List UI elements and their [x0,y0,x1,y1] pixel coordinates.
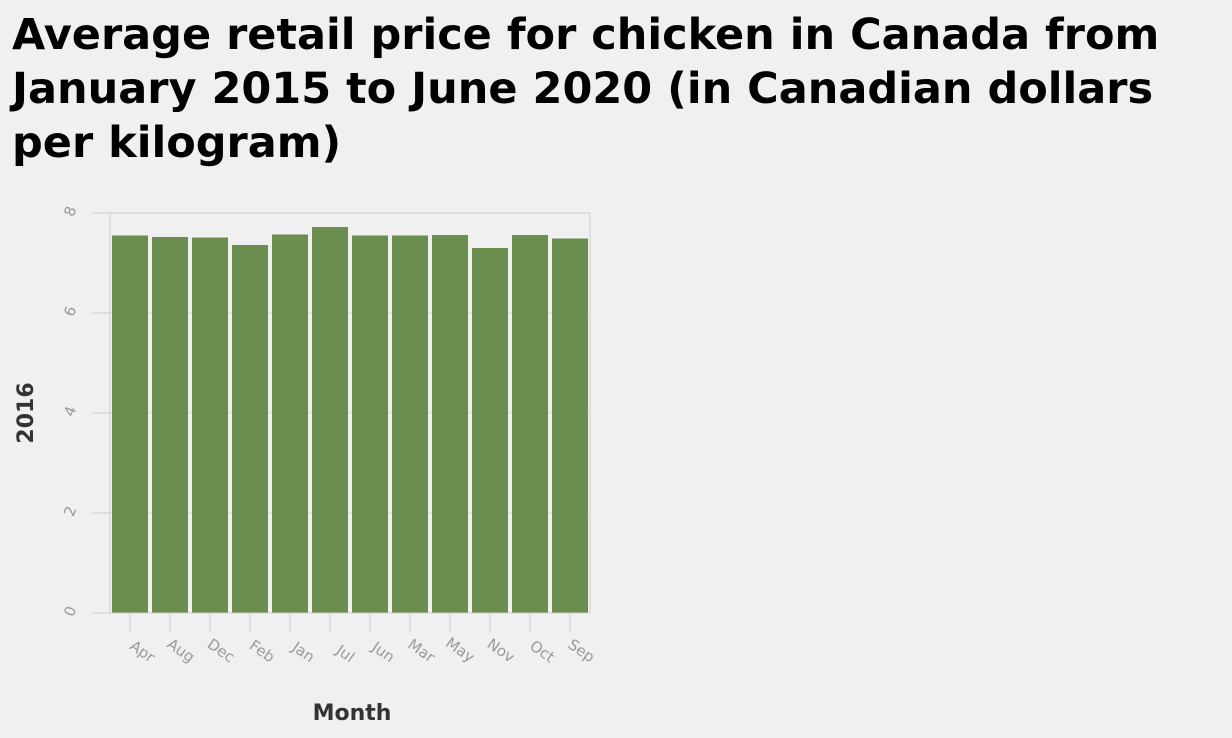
chart-title: Average retail price for chicken in Cana… [12,10,1160,168]
x-tick-labels: Apr Aug Dec Feb Jan Jul Jun Mar May Nov Oct Sep [126,634,598,667]
bar [552,238,588,613]
x-tick-label: Feb [246,636,278,666]
bar [352,235,388,613]
bar [512,235,548,613]
bar [272,234,308,613]
x-tick-label: Jul [332,641,358,667]
bars [112,227,588,613]
bar [432,235,468,613]
x-tick-label: Nov [484,635,518,667]
bar [152,237,188,613]
bar [392,235,428,613]
bar [192,237,228,613]
x-tick-label: May [442,634,478,667]
x-tick-label: Apr [126,637,158,667]
x-tick-label: Dec [204,635,238,666]
bar [232,245,268,613]
y-tick-label: 6 [60,304,80,319]
y-tick-label: 0 [60,604,80,619]
y-axis-label: 2016 [14,382,39,443]
x-tick-label: Aug [164,635,198,667]
axes [92,212,591,631]
y-tick-label: 8 [60,204,80,219]
bar [112,235,148,613]
bar [472,248,508,613]
x-tick-label: Sep [565,635,598,666]
bar [312,227,348,613]
x-tick-label: Oct [526,637,558,667]
y-tick-label: 2 [60,504,80,519]
y-tick-label: 4 [60,404,80,419]
x-tick-label: Jan [288,638,318,667]
y-tick-labels: 0 2 4 6 8 [60,204,80,619]
x-axis-label: Month [313,701,392,726]
x-tick-label: Jun [368,638,398,667]
x-tick-label: Mar [405,635,439,666]
